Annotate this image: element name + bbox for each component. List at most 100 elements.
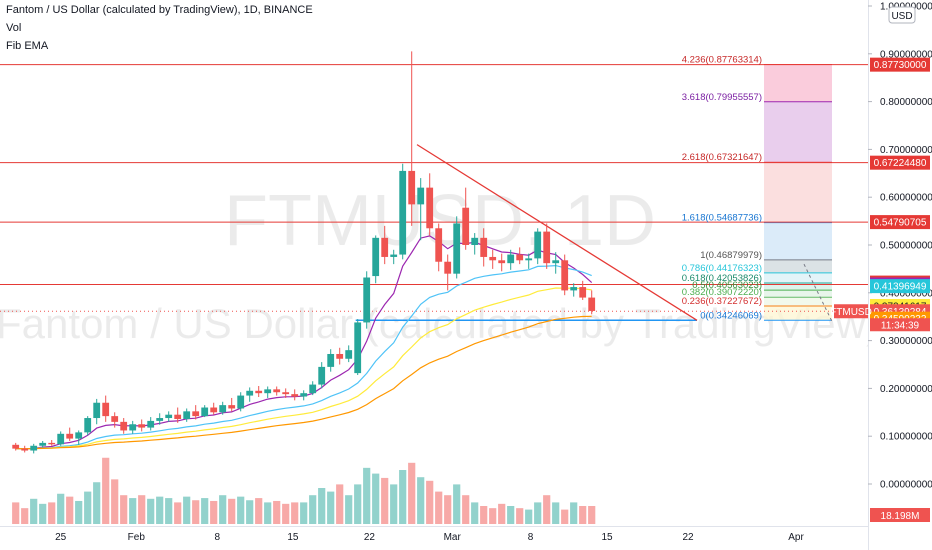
candle-body (462, 207, 470, 245)
symbol-badge-label: FTMUSD (830, 307, 872, 318)
volume-bar (345, 495, 353, 524)
volume-bar (75, 500, 83, 524)
fib-level-label: 1(0.46879979) (700, 250, 762, 261)
candle-body (57, 433, 65, 445)
price-badge (870, 215, 930, 230)
candle-body (354, 322, 362, 374)
candle-body (453, 223, 461, 274)
volume-bar (246, 500, 254, 524)
volume-bar (363, 467, 371, 524)
volume-bar (291, 502, 299, 524)
fib-level-label: 0.618(0.42053826) (682, 273, 762, 284)
candle-body (426, 187, 434, 229)
fib-level-label: 3.618(0.79955557) (682, 92, 762, 103)
candle-body (165, 414, 173, 419)
candle-body (525, 258, 533, 261)
candle-body (480, 237, 488, 257)
watermark: FTMUSD, 1D Fantom / US Dollar (calculate… (0, 181, 880, 347)
volume-bar (219, 495, 227, 524)
candle-body (12, 444, 20, 449)
candle-body (408, 170, 416, 205)
candle-body (129, 424, 137, 431)
candle-body (48, 442, 56, 445)
volume-bar (453, 484, 461, 524)
fib-level-label: 1.618(0.54687736) (682, 213, 762, 224)
currency-badge-label: USD (891, 11, 912, 22)
fib-level-label: 4.236(0.87763314) (682, 54, 762, 65)
candle-body (309, 384, 317, 394)
volume-bar (552, 502, 560, 524)
candle-body (507, 254, 515, 264)
currency-badge (888, 6, 916, 24)
volume-badge-label: 18.198M (881, 511, 920, 522)
volume-bar (201, 498, 209, 524)
volume-bar (174, 502, 182, 524)
volume-bar (381, 477, 389, 524)
candle-body (318, 366, 326, 385)
volume-bar (12, 502, 20, 524)
candle-body (363, 277, 371, 323)
volume-bar (138, 495, 146, 524)
volume-bar (111, 479, 119, 524)
candle-body (417, 187, 425, 205)
volume-bar (192, 500, 200, 524)
fib-level-label: 0.382(0.39072220) (682, 287, 762, 298)
volume-bar (57, 493, 65, 524)
indicator-volume-label[interactable]: Vol (6, 22, 22, 34)
candle-body (75, 432, 83, 439)
x-tick-label: Feb (128, 532, 146, 543)
fib-zone (764, 259, 832, 273)
price-badge-label: 0.41396949 (874, 282, 927, 293)
time-axis-bg (0, 526, 868, 550)
fib-labels: 4.236(0.87763314) 3.618(0.79955557) 2.618(… (682, 54, 762, 321)
volume-bar (435, 491, 443, 524)
volume-bar (147, 498, 155, 524)
volume-bar (264, 502, 272, 524)
candle-body (93, 402, 101, 419)
fib-level-label: 2.618(0.67321647) (682, 152, 762, 163)
volume-bar (102, 457, 110, 524)
fib-zone (764, 64, 832, 102)
volume-bar (183, 496, 191, 524)
candle-body (552, 260, 560, 264)
volume-bar (129, 498, 137, 524)
candles (12, 51, 596, 454)
volume-bar (543, 495, 551, 524)
y-tick-label: 0.10000000 (880, 432, 932, 443)
candle-body (192, 411, 200, 417)
candle-body (147, 420, 155, 428)
candle-body (390, 254, 398, 257)
volume-bar (561, 509, 569, 524)
fib-zone (764, 297, 832, 307)
y-tick-label: 0.50000000 (880, 241, 932, 252)
y-tick-label: 0.90000000 (880, 49, 932, 60)
ema-line (15, 287, 592, 450)
x-tick-label: Apr (788, 532, 804, 543)
candle-body (219, 405, 227, 413)
y-tick-label: 0.80000000 (880, 97, 932, 108)
candle-body (579, 287, 587, 298)
candle-body (66, 433, 74, 439)
volume-bar (48, 502, 56, 524)
volume-badge (870, 508, 930, 522)
candle-body (273, 389, 281, 393)
volume-bar (309, 495, 317, 524)
indicator-fib-ema-label[interactable]: Fib EMA (6, 40, 49, 52)
fib-trend-line (803, 263, 833, 322)
volume-bar (84, 491, 92, 524)
candle-body (264, 389, 272, 394)
countdown-badge (870, 318, 930, 332)
candle-body (327, 353, 335, 367)
candle-body (237, 395, 245, 409)
y-tick-label: 0.60000000 (880, 193, 932, 204)
candle-body (228, 405, 236, 409)
y-tick-label: 0.20000000 (880, 384, 932, 395)
symbol-badge (834, 304, 868, 319)
price-badge (870, 57, 930, 72)
y-tick-label: 0.40000000 (880, 288, 932, 299)
volume-bar (399, 470, 407, 524)
volume-bar (120, 495, 128, 524)
x-tick-label: 22 (364, 532, 376, 543)
fib-level-label: 0.786(0.44176323) (682, 263, 762, 274)
